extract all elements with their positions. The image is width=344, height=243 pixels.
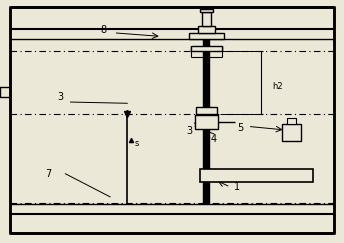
Text: 3: 3 bbox=[57, 92, 63, 102]
Bar bbox=[287, 118, 296, 124]
Text: 1: 1 bbox=[234, 182, 240, 191]
Text: 5: 5 bbox=[238, 122, 244, 133]
Text: 4: 4 bbox=[210, 133, 216, 144]
Text: s: s bbox=[134, 139, 139, 148]
Bar bbox=[198, 26, 215, 33]
Text: h2: h2 bbox=[272, 82, 282, 91]
Bar bbox=[189, 33, 224, 39]
Bar bbox=[195, 115, 218, 129]
Bar bbox=[282, 124, 301, 141]
Text: B: B bbox=[291, 118, 295, 124]
Text: 3: 3 bbox=[186, 126, 192, 136]
Bar bbox=[191, 46, 222, 51]
Bar bbox=[202, 12, 211, 26]
Bar bbox=[196, 107, 217, 114]
Text: 8: 8 bbox=[100, 25, 106, 35]
Bar bbox=[200, 9, 213, 12]
Bar bbox=[203, 39, 209, 203]
Text: 7: 7 bbox=[45, 169, 51, 179]
Bar bbox=[200, 169, 313, 182]
